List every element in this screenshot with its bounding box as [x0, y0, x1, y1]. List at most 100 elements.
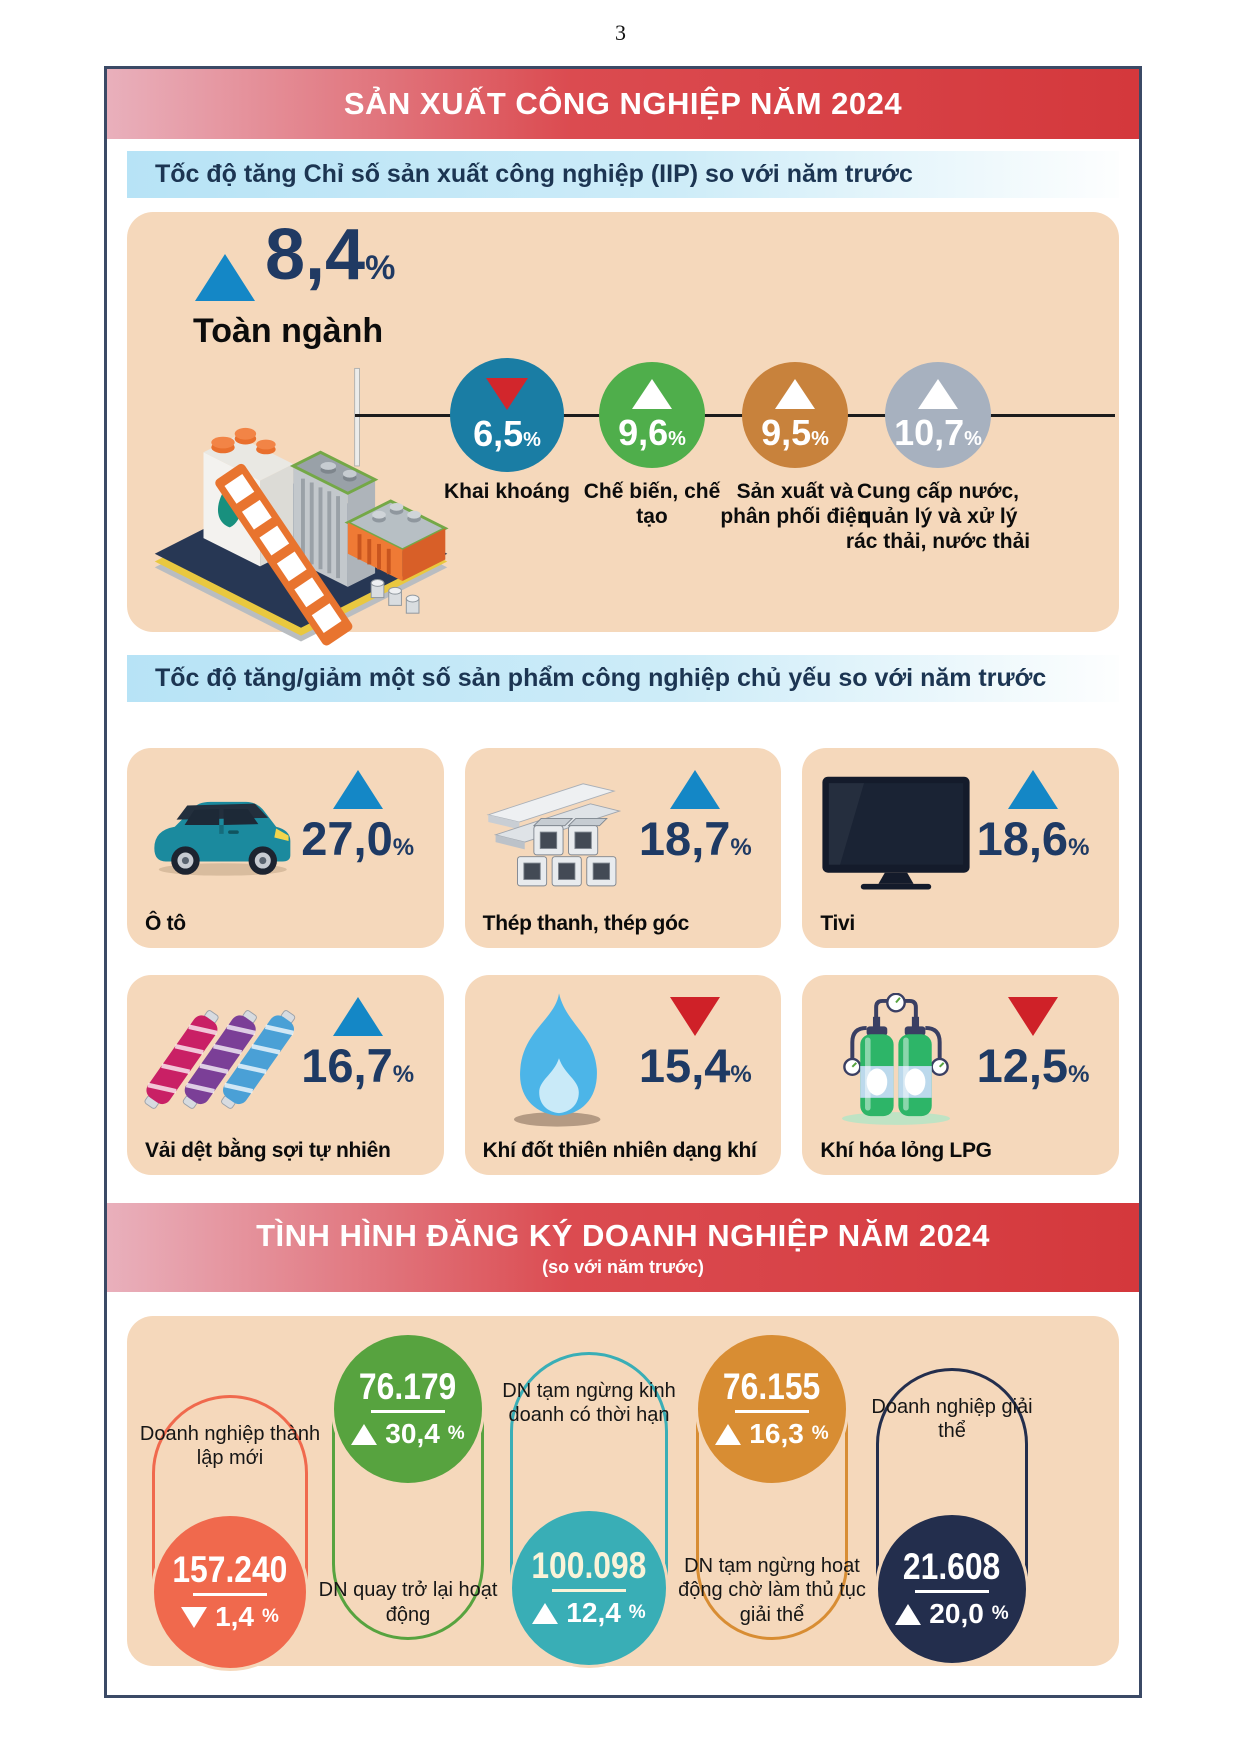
product-value-block: 18,7% [619, 770, 771, 862]
stat-value: 100.098 [531, 1545, 647, 1586]
percent-sign: % [811, 1423, 829, 1444]
percent-sign: % [964, 428, 982, 450]
stat-dissolved-enterprises: Doanh nghiệp giải thể 21.608 20,0% [871, 1368, 1033, 1666]
stat-change-value: 20,0 [929, 1598, 984, 1629]
branch-value: 10,7 [894, 412, 965, 453]
up-triangle-icon [351, 1423, 378, 1445]
products-section-header: Tốc độ tăng/giảm một số sản phẩm công ng… [127, 655, 1119, 702]
percent-sign: % [1068, 834, 1090, 861]
branch-label: Chế biến, chế tạo [583, 480, 721, 528]
product-value-block: 12,5% [957, 997, 1109, 1089]
stat-value: 21.608 [903, 1546, 1001, 1587]
factory-icon [154, 367, 449, 646]
up-triangle-icon [670, 770, 721, 809]
branch-circle-manufacturing: 9,6% [599, 362, 705, 468]
branch-value: 9,6 [618, 412, 669, 453]
up-triangle-icon [775, 379, 815, 409]
stat-circle: 157.240 1,4% [151, 1513, 309, 1671]
percent-sign: % [730, 834, 752, 861]
product-card-steel: 18,7% Thép thanh, thép góc [464, 748, 782, 948]
product-value: 18,6 [976, 812, 1069, 865]
product-value: 12,5 [976, 1039, 1069, 1092]
product-value: 16,7 [301, 1039, 393, 1092]
main-title-banner: SẢN XUẤT CÔNG NGHIỆP NĂM 2024 [107, 69, 1139, 139]
percent-sign: % [730, 1061, 752, 1088]
connector-line [355, 414, 1115, 417]
stat-label: DN tạm ngừng kinh doanh có thời hạn [502, 1380, 676, 1427]
up-triangle-icon [715, 1423, 742, 1445]
up-triangle-icon [918, 379, 958, 409]
product-card-fabric: 16,7% Vải dệt bằng sợi tự nhiên [127, 975, 444, 1175]
stat-change: 30,4% [351, 1418, 465, 1450]
stat-value: 157.240 [172, 1549, 288, 1590]
stat-circle: 100.098 12,4% [509, 1508, 669, 1668]
product-value: 18,7 [638, 812, 731, 865]
up-triangle-icon [532, 1602, 559, 1624]
stat-label: Doanh nghiệp giải thể [871, 1396, 1033, 1443]
branch-label: Sản xuất và phân phối điện [720, 480, 870, 528]
percent-sign: % [262, 1606, 279, 1627]
stat-change: 20,0% [895, 1598, 1009, 1630]
business-title: TÌNH HÌNH ĐĂNG KÝ DOANH NGHIỆP NĂM 2024 [256, 1217, 990, 1253]
divider [735, 1410, 809, 1413]
product-label: Khí đốt thiên nhiên dạng khí [482, 1139, 757, 1162]
business-subtitle: (so với năm trước) [542, 1256, 704, 1277]
stat-awaiting-dissolution: 76.155 16,3% DN tạm ngừng hoạt động chờ … [678, 1332, 866, 1640]
up-triangle-icon [195, 254, 255, 301]
up-triangle-icon [632, 379, 672, 409]
stat-change: 1,4% [181, 1601, 279, 1633]
stat-value: 76.179 [359, 1366, 457, 1407]
product-label: Khí hóa lỏng LPG [820, 1139, 992, 1162]
stat-change-value: 12,4 [566, 1597, 621, 1628]
branch-label: Khai khoáng [443, 480, 570, 503]
stat-label: DN quay trở lại hoạt động [318, 1579, 498, 1626]
product-value-block: 27,0% [282, 770, 434, 862]
product-card-lpg: 12,5% Khí hóa lỏng LPG [802, 975, 1120, 1175]
lpg-cylinders-icon [816, 991, 976, 1129]
stat-value: 76.155 [723, 1366, 821, 1407]
product-value-block: 15,4% [619, 997, 771, 1089]
stat-label: DN tạm ngừng hoạt động chờ làm thủ tục g… [678, 1554, 866, 1626]
thread-spools-icon [141, 991, 301, 1129]
divider [193, 1593, 267, 1596]
product-label: Ô tô [145, 912, 186, 935]
product-label: Tivi [820, 912, 855, 935]
product-value-block: 18,6% [957, 770, 1109, 862]
stat-change-value: 1,4 [215, 1601, 255, 1632]
iip-total-label: Toàn ngành [193, 312, 384, 350]
stat-change-value: 16,3 [749, 1418, 804, 1449]
tv-icon [816, 764, 976, 902]
down-triangle-icon [670, 997, 721, 1036]
steel-bars-icon [479, 764, 639, 902]
stat-circle: 76.179 30,4% [331, 1332, 485, 1486]
stat-new-enterprises: Doanh nghiệp thành lập mới 157.240 1,4% [140, 1395, 320, 1671]
down-triangle-icon [1008, 997, 1059, 1036]
business-stats-card: Doanh nghiệp thành lập mới 157.240 1,4% … [127, 1316, 1119, 1671]
percent-sign: % [668, 428, 686, 450]
branch-label: Cung cấp nước, quản lý và xử lý rác thải… [845, 480, 1031, 553]
product-card-natural-gas: 15,4% Khí đốt thiên nhiên dạng khí [464, 975, 782, 1175]
divider [915, 1590, 989, 1593]
stat-returned-enterprises: 76.179 30,4% DN quay trở lại hoạt động [319, 1332, 497, 1640]
down-triangle-icon [181, 1606, 208, 1628]
up-triangle-icon [332, 770, 383, 809]
stat-change: 16,3% [715, 1418, 829, 1450]
main-title: SẢN XUẤT CÔNG NGHIỆP NĂM 2024 [343, 86, 903, 121]
branch-circle-electricity: 9,5% [742, 362, 848, 468]
up-triangle-icon [1008, 770, 1059, 809]
branch-circle-water: 10,7% [885, 362, 991, 468]
percent-sign: % [392, 834, 415, 861]
business-title-banner: TÌNH HÌNH ĐĂNG KÝ DOANH NGHIỆP NĂM 2024 … [107, 1203, 1139, 1292]
products-row-1: 27,0% Ô tô [127, 748, 1120, 948]
percent-sign: % [392, 1061, 415, 1088]
up-triangle-icon [332, 997, 383, 1036]
stat-change: 12,4% [532, 1597, 646, 1629]
page-number: 3 [615, 20, 626, 45]
percent-sign: % [365, 249, 396, 287]
content-frame: SẢN XUẤT CÔNG NGHIỆP NĂM 2024 Tốc độ tăn… [104, 66, 1142, 1698]
iip-total-number: 8,4 [265, 215, 366, 295]
iip-section-header: Tốc độ tăng Chỉ số sản xuất công nghiệp … [127, 151, 1119, 198]
products-row-2: 16,7% Vải dệt bằng sợi tự nhiên 15,4% [127, 975, 1120, 1175]
down-triangle-icon [486, 378, 528, 410]
